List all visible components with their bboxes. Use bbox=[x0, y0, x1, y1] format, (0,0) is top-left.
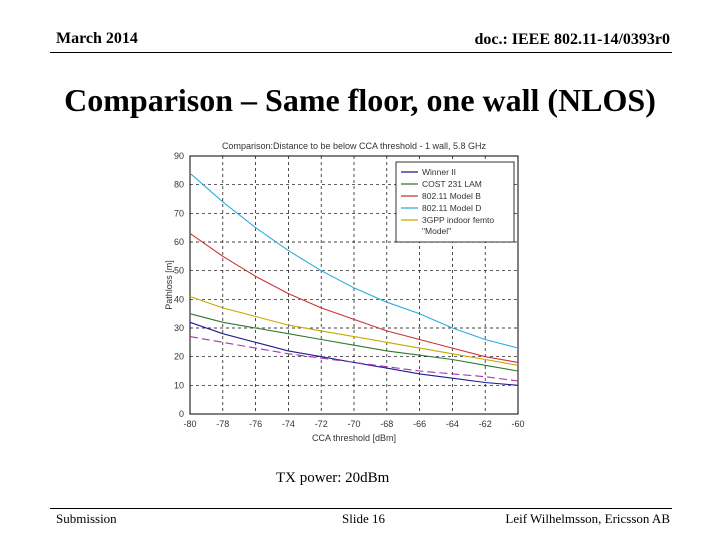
legend-label: 802.11 Model B bbox=[422, 191, 481, 201]
legend-label: COST 231 LAM bbox=[422, 179, 482, 189]
x-tick-label: -70 bbox=[347, 419, 360, 429]
x-tick-label: -66 bbox=[413, 419, 426, 429]
series-line-1 bbox=[189, 321, 519, 386]
y-tick-label: 50 bbox=[174, 266, 184, 276]
x-axis-label: CCA threshold [dBm] bbox=[312, 433, 396, 443]
y-tick-label: 30 bbox=[174, 323, 184, 333]
x-tick-label: -64 bbox=[446, 419, 459, 429]
chart: -80 -78 -76 -74 -72 -70 -68 -66 -64 -62 -60 0 10 20 30… bbox=[160, 136, 530, 450]
legend-box bbox=[395, 161, 515, 243]
tx-power-caption: TX power: 20dBm bbox=[276, 470, 390, 486]
footer-author: Leif Wilhelmsson, Ericsson AB bbox=[505, 511, 670, 526]
y-axis-label: Pathloss [m] bbox=[164, 260, 174, 310]
y-tick-label: 10 bbox=[174, 380, 184, 390]
footer-slide-number: Slide 16 bbox=[342, 511, 385, 526]
slide-title: Comparison – Same floor, one wall (NLOS) bbox=[64, 82, 656, 118]
x-tick-label: -76 bbox=[249, 419, 262, 429]
legend-label: 802.11 Model D bbox=[422, 203, 481, 213]
footer-submission: Submission bbox=[56, 511, 117, 526]
pathloss-chart: -80 -78 -76 -74 -72 -70 -68 -66 -64 -62 -60 0 10 20 30… bbox=[164, 141, 525, 443]
header-doc-id: doc.: IEEE 802.11-14/0393r0 bbox=[474, 31, 670, 48]
x-tick-label: -72 bbox=[315, 419, 328, 429]
series-line-5 bbox=[189, 295, 519, 366]
x-tick-label: -78 bbox=[216, 419, 229, 429]
legend-label: 3GPP indoor femto bbox=[422, 215, 494, 225]
series-line-4 bbox=[189, 172, 519, 349]
series-line-3 bbox=[189, 232, 519, 363]
x-tick-label: -60 bbox=[511, 419, 524, 429]
x-tick-label: -80 bbox=[183, 419, 196, 429]
y-tick-label: 80 bbox=[174, 180, 184, 190]
y-tick-label: 60 bbox=[174, 237, 184, 247]
y-tick-label: 90 bbox=[174, 151, 184, 161]
header-divider bbox=[50, 52, 672, 53]
x-tick-label: -62 bbox=[479, 419, 492, 429]
series-line-6 bbox=[189, 336, 519, 382]
series-line-2 bbox=[189, 313, 519, 372]
y-tick-label: 40 bbox=[174, 294, 184, 304]
legend-label: Winner II bbox=[422, 167, 456, 177]
legend-label-cont: "Model" bbox=[422, 226, 451, 236]
x-tick-label: -68 bbox=[380, 419, 393, 429]
x-tick-label: -74 bbox=[282, 419, 295, 429]
chart-title: Comparison:Distance to be below CCA thre… bbox=[222, 141, 487, 151]
footer-divider bbox=[50, 508, 672, 509]
y-tick-label: 0 bbox=[179, 409, 184, 419]
y-tick-label: 20 bbox=[174, 352, 184, 362]
header-date: March 2014 bbox=[56, 30, 138, 47]
y-tick-label: 70 bbox=[174, 208, 184, 218]
